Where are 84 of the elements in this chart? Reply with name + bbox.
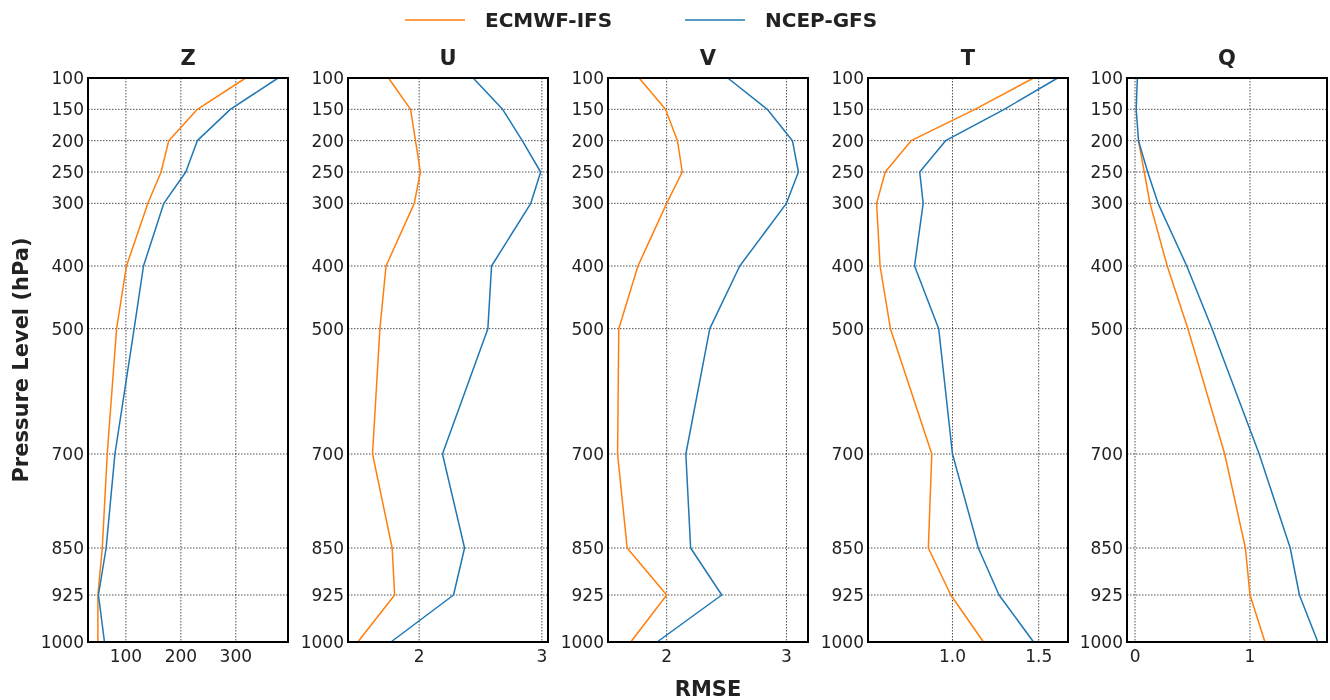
y-tick-label: 300 xyxy=(571,193,604,214)
x-tick-label: 2 xyxy=(413,646,425,666)
y-tick-label: 250 xyxy=(51,161,84,182)
legend-label: ECMWF-IFS xyxy=(485,8,613,32)
y-tick-label: 850 xyxy=(571,537,604,558)
chart-title: Q xyxy=(1218,46,1236,70)
y-tick-label: 250 xyxy=(311,161,344,182)
x-tick-label: 100 xyxy=(109,646,143,666)
x-tick-label: 1 xyxy=(1244,646,1256,666)
y-tick-label: 100 xyxy=(311,67,344,88)
legend-label: NCEP-GFS xyxy=(765,8,878,32)
y-tick-label: 200 xyxy=(831,130,864,151)
y-tick-label: 300 xyxy=(51,193,84,214)
chart-title: Z xyxy=(180,46,196,70)
y-tick-label: 150 xyxy=(311,99,344,120)
x-tick-label: 0 xyxy=(1129,646,1141,666)
y-tick-label: 500 xyxy=(1090,318,1123,339)
y-tick-label: 700 xyxy=(571,443,604,464)
y-tick-label: 500 xyxy=(311,318,344,339)
y-tick-label: 100 xyxy=(51,67,84,88)
y-tick-label: 850 xyxy=(51,537,84,558)
y-tick-label: 850 xyxy=(1090,537,1123,558)
y-tick-label: 925 xyxy=(51,584,84,605)
y-tick-label: 850 xyxy=(831,537,864,558)
y-tick-label: 400 xyxy=(1090,255,1123,276)
y-tick-label: 700 xyxy=(831,443,864,464)
y-tick-label: 300 xyxy=(831,193,864,214)
y-tick-label: 700 xyxy=(311,443,344,464)
x-tick-label: 3 xyxy=(781,646,792,666)
line-series xyxy=(875,77,1035,643)
x-tick-label: 1.5 xyxy=(1025,646,1053,666)
y-tick-label: 925 xyxy=(571,584,604,605)
chart-title: T xyxy=(960,46,976,70)
y-tick-label: 700 xyxy=(51,443,84,464)
y-tick-label: 1000 xyxy=(820,631,864,652)
y-tick-label: 150 xyxy=(571,99,604,120)
y-tick-label: 150 xyxy=(1090,99,1123,120)
y-tick-label: 200 xyxy=(51,130,84,151)
y-tick-label: 150 xyxy=(51,99,84,120)
y-tick-label: 100 xyxy=(1090,67,1123,88)
y-tick-label: 400 xyxy=(311,255,344,276)
line-series xyxy=(656,77,800,643)
line-series xyxy=(913,77,1059,643)
y-tick-label: 500 xyxy=(571,318,604,339)
y-tick-label: 700 xyxy=(1090,443,1123,464)
y-tick-label: 150 xyxy=(831,99,864,120)
y-tick-label: 250 xyxy=(571,161,604,182)
y-tick-label: 200 xyxy=(1090,130,1123,151)
y-tick-label: 500 xyxy=(831,318,864,339)
x-tick-label: 1.0 xyxy=(938,646,967,666)
y-tick-label: 400 xyxy=(571,255,604,276)
y-axis-title: Pressure Level (hPa) xyxy=(9,237,33,483)
x-tick-label: 2 xyxy=(661,646,673,666)
y-tick-label: 850 xyxy=(311,537,344,558)
y-tick-label: 200 xyxy=(311,130,344,151)
y-tick-label: 250 xyxy=(831,161,864,182)
y-tick-label: 925 xyxy=(831,584,864,605)
y-tick-label: 200 xyxy=(571,130,604,151)
y-tick-label: 250 xyxy=(1090,161,1123,182)
y-tick-label: 400 xyxy=(831,255,864,276)
x-tick-label: 300 xyxy=(219,646,253,666)
y-tick-label: 400 xyxy=(51,255,84,276)
line-series xyxy=(357,77,422,643)
y-tick-label: 500 xyxy=(51,318,84,339)
x-tick-label: 3 xyxy=(536,646,548,666)
line-series xyxy=(616,77,683,643)
chart-title: U xyxy=(439,46,457,70)
y-tick-label: 925 xyxy=(311,584,344,605)
y-tick-label: 100 xyxy=(571,67,604,88)
y-tick-label: 925 xyxy=(1090,584,1123,605)
chart-title: V xyxy=(699,46,717,70)
x-axis-title: RMSE xyxy=(674,677,742,700)
line-series xyxy=(390,77,542,643)
y-tick-label: 100 xyxy=(831,67,864,88)
y-tick-label: 1000 xyxy=(560,631,604,652)
y-tick-label: 300 xyxy=(311,193,344,214)
y-tick-label: 1000 xyxy=(40,631,84,652)
y-tick-label: 1000 xyxy=(1079,631,1123,652)
line-series xyxy=(1135,77,1319,643)
y-tick-label: 300 xyxy=(1090,193,1123,214)
line-series xyxy=(97,77,279,643)
line-series xyxy=(97,77,247,643)
x-tick-label: 200 xyxy=(164,646,198,666)
y-tick-label: 1000 xyxy=(300,631,344,652)
